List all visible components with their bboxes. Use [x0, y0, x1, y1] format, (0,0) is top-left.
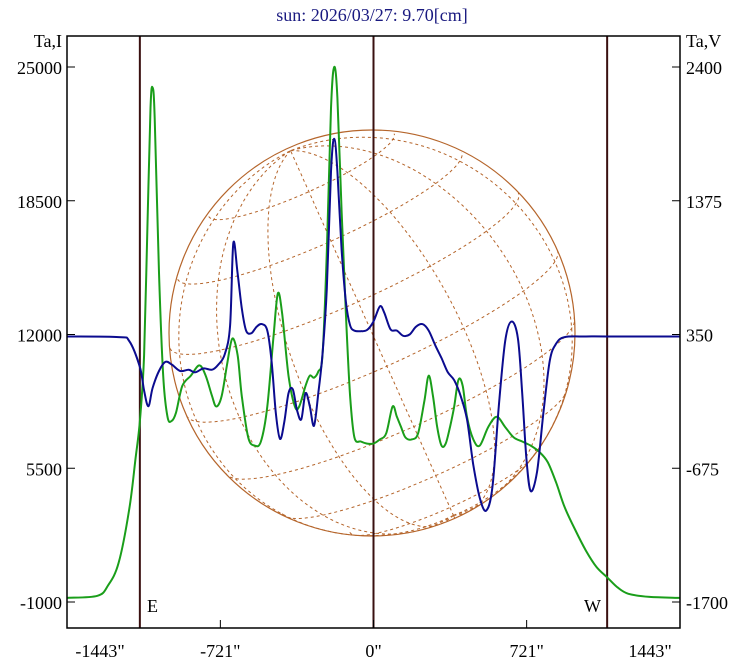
left-tick-label: 12000: [17, 326, 62, 346]
right-tick-label: -675: [686, 459, 719, 479]
right-tick-label: -1700: [686, 593, 728, 613]
x-tick-label: 1443": [628, 641, 671, 661]
series-line-i: [66, 65, 681, 599]
chart-title: sun: 2026/03/27: 9.70[cm]: [276, 5, 468, 25]
x-axis-ticks: -1443" -721" 0" 721" 1443": [66, 620, 681, 661]
right-tick-label: 2400: [686, 58, 722, 78]
x-tick-label: 721": [509, 641, 543, 661]
longitude-line: [290, 150, 456, 519]
right-axis-label: Ta,V: [686, 31, 721, 51]
x-tick-label: -721": [200, 641, 240, 661]
x-tick-label: 0": [365, 641, 381, 661]
series-group: [66, 65, 681, 599]
longitude-line: [290, 136, 573, 516]
left-tick-label: -1000: [20, 593, 62, 613]
left-tick-label: 18500: [17, 192, 62, 212]
x-tick-label: -1443": [75, 641, 124, 661]
right-axis-ticks: 2400 1375 350 -675 -1700: [672, 58, 728, 613]
longitude-line: [290, 150, 496, 516]
longitude-line: [216, 150, 454, 535]
east-label: E: [147, 596, 158, 616]
solar-disk-outline: [168, 129, 576, 537]
latitude-line: [177, 152, 463, 285]
left-tick-label: 5500: [26, 459, 62, 479]
solar-disk-grid: [168, 129, 576, 537]
right-tick-label: 350: [686, 326, 713, 346]
right-tick-label: 1375: [686, 192, 722, 212]
west-label: W: [584, 596, 601, 616]
series-line-v: [66, 137, 680, 512]
longitude-line: [178, 150, 454, 537]
left-axis-label: Ta,I: [34, 31, 62, 51]
left-axis-ticks: 25000 18500 12000 5500 -1000: [17, 58, 75, 613]
latitude-line: [208, 133, 395, 221]
longitude-line: [290, 145, 545, 516]
left-tick-label: 25000: [17, 58, 62, 78]
